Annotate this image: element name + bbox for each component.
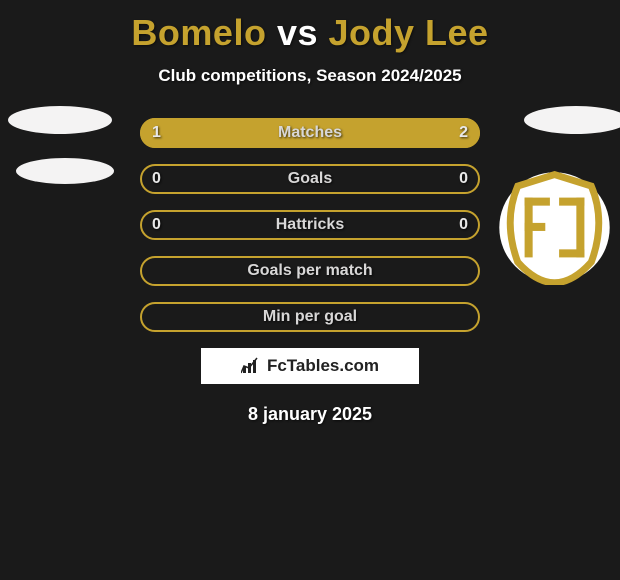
stat-row: 12Matches <box>140 118 480 148</box>
avatar-placeholder-icon <box>8 106 112 134</box>
page-title: Bomelo vs Jody Lee <box>0 0 620 54</box>
stat-row: 00Hattricks <box>140 210 480 240</box>
player2-avatar <box>524 106 620 158</box>
stat-row: 00Goals <box>140 164 480 194</box>
player2-name: Jody Lee <box>329 12 489 53</box>
stat-label: Goals per match <box>140 262 480 280</box>
stat-label: Min per goal <box>140 308 480 326</box>
player1-name: Bomelo <box>131 12 266 53</box>
stat-label: Matches <box>140 124 480 142</box>
stat-row: Goals per match <box>140 256 480 286</box>
branding-badge: FcTables.com <box>201 348 419 384</box>
chart-icon <box>241 357 263 375</box>
comparison-panel: 12Matches 00Goals 00Hattricks Goals per mat… <box>0 118 620 425</box>
stat-bars: 12Matches 00Goals 00Hattricks Goals per mat… <box>140 118 480 332</box>
avatar-placeholder-icon <box>524 106 620 134</box>
branding-text: FcTables.com <box>267 356 379 376</box>
avatar-placeholder-icon <box>16 158 114 184</box>
stat-label: Goals <box>140 170 480 188</box>
vs-text: vs <box>277 12 318 53</box>
stat-row: Min per goal <box>140 302 480 332</box>
player1-avatar <box>8 106 114 208</box>
subtitle: Club competitions, Season 2024/2025 <box>0 66 620 86</box>
stat-label: Hattricks <box>140 216 480 234</box>
club-badge-icon <box>497 170 612 290</box>
date-text: 8 january 2025 <box>10 404 610 425</box>
